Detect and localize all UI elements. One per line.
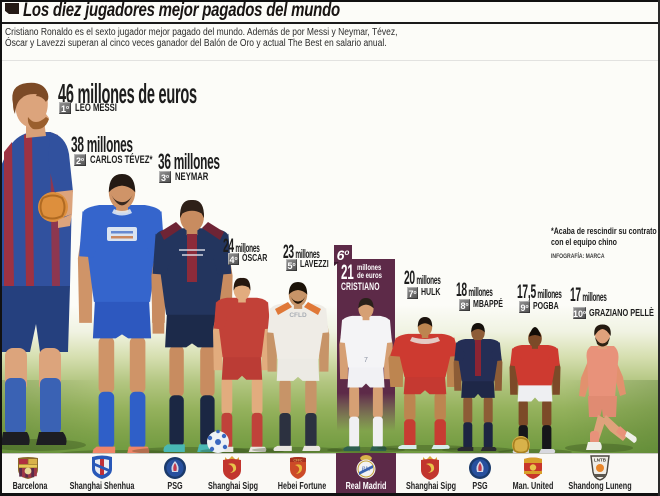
svg-text:CFLD: CFLD (289, 312, 307, 319)
svg-text:CFFC: CFFC (293, 458, 303, 462)
svg-text:7: 7 (364, 357, 368, 364)
svg-text:RM: RM (361, 467, 372, 473)
svg-text:LNTB: LNTB (594, 458, 607, 463)
